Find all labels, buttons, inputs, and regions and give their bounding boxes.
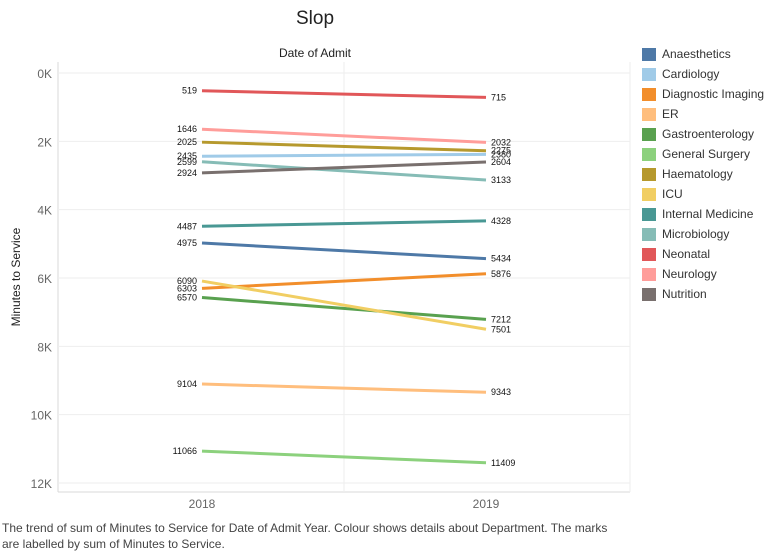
legend-swatch [642,127,656,141]
data-label: 6303 [177,283,197,293]
legend-item[interactable]: Anaesthetics [642,44,764,64]
data-label: 5876 [491,269,511,279]
legend-swatch [642,267,656,281]
series-line [201,127,487,144]
legend-label: Neurology [662,267,717,281]
legend-item[interactable]: ICU [642,184,764,204]
series-line [201,449,487,465]
data-label: 3133 [491,175,511,185]
legend-label: ICU [662,187,683,201]
data-label: 9343 [491,387,511,397]
series-line [201,295,487,321]
data-label: 2032 [491,137,511,147]
series-line [201,219,487,228]
series-line [201,160,487,175]
x-tick-label: 2019 [473,497,500,511]
data-label: 2435 [177,151,197,161]
series-line [201,152,487,158]
legend: Anaesthetics Cardiology Diagnostic Imaging… [642,44,764,304]
slope-chart: 0K 2K 4K 6K 8K 10K 12K Minutes to Service 2018 20… [9,62,631,511]
series-line [201,241,487,261]
data-label: 4975 [177,238,197,248]
legend-label: Anaesthetics [662,47,731,61]
y-tick-label: 6K [37,272,52,286]
data-label: 2275 [491,146,511,156]
data-label: 4328 [491,216,511,226]
data-label: 5434 [491,254,511,264]
legend-item[interactable]: Nutrition [642,284,764,304]
legend-label: Haematology [662,167,733,181]
legend-swatch [642,107,656,121]
legend-swatch [642,147,656,161]
y-tick-label: 10K [31,409,52,423]
legend-swatch [642,287,656,301]
legend-swatch [642,227,656,241]
data-label: 6090 [177,276,197,286]
series-line [201,272,487,290]
legend-label: Cardiology [662,67,720,81]
y-tick-label: 4K [37,204,52,218]
series-line [201,382,487,394]
data-label: 7212 [491,314,511,324]
legend-swatch [642,87,656,101]
data-label: 2380 [491,149,511,159]
data-label: 715 [491,92,506,102]
data-label: 7501 [491,324,511,334]
legend-item[interactable]: Cardiology [642,64,764,84]
legend-item[interactable]: Diagnostic Imaging [642,84,764,104]
legend-item[interactable]: Haematology [642,164,764,184]
legend-label: General Surgery [662,147,751,161]
data-label: 11409 [491,458,515,468]
data-label: 2599 [177,157,197,167]
y-tick-label: 2K [37,135,52,149]
data-label: 9104 [177,379,197,389]
legend-item[interactable]: Neurology [642,264,764,284]
data-label: 2924 [177,168,197,178]
data-label: 2604 [491,157,511,167]
legend-swatch [642,187,656,201]
legend-swatch [642,207,656,221]
y-axis-title: Minutes to Service [9,227,23,326]
series-line [201,89,487,99]
legend-item[interactable]: Internal Medicine [642,204,764,224]
series-line [201,279,487,331]
legend-item[interactable]: General Surgery [642,144,764,164]
chart-caption: The trend of sum of Minutes to Service f… [2,521,608,551]
data-label: 11066 [173,446,197,456]
column-header: Date of Admit [278,46,352,60]
legend-item[interactable]: Neonatal [642,244,764,264]
x-tick-label: 2018 [189,497,216,511]
series-line [201,160,487,182]
legend-item[interactable]: Microbiology [642,224,764,244]
legend-swatch [642,247,656,261]
legend-item[interactable]: Gastroenterology [642,124,764,144]
legend-item[interactable]: ER [642,104,764,124]
legend-label: Neonatal [662,247,711,261]
series-line [201,140,487,153]
chart-title: Slop [295,8,335,29]
legend-label: ER [662,107,679,121]
data-label: 4487 [177,221,197,231]
legend-swatch [642,67,656,81]
y-tick-label: 0K [37,67,52,81]
y-tick-label: 8K [37,340,52,354]
legend-label: Internal Medicine [662,207,754,221]
legend-label: Diagnostic Imaging [662,87,765,101]
data-label: 2025 [177,137,197,147]
y-tick-label: 12K [31,477,52,491]
data-label: 519 [182,86,197,96]
legend-label: Nutrition [662,287,707,301]
legend-label: Gastroenterology [662,127,755,141]
data-label: 1646 [177,124,197,134]
data-label: 6570 [177,292,197,302]
legend-label: Microbiology [662,227,730,241]
legend-swatch [642,167,656,181]
legend-swatch [642,47,656,61]
